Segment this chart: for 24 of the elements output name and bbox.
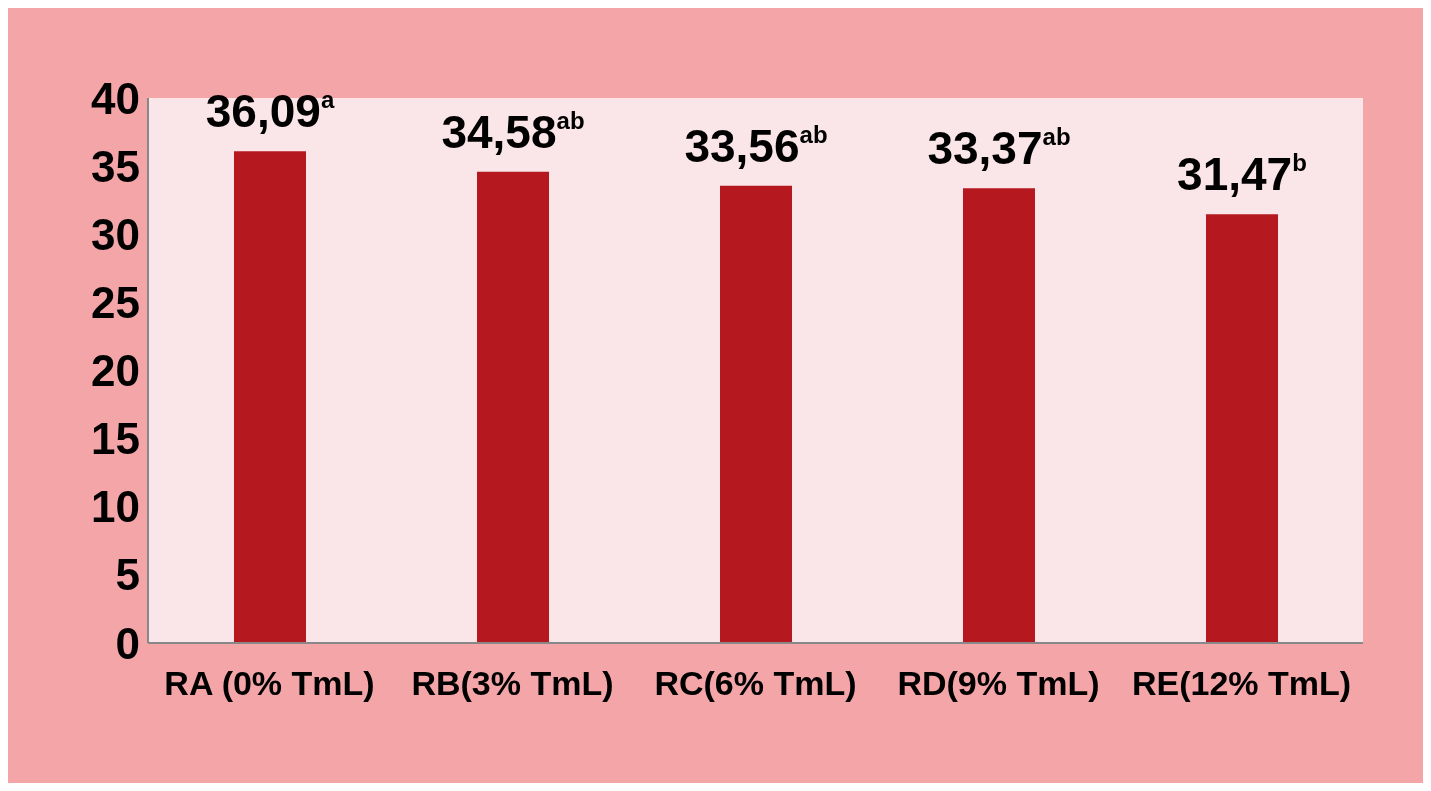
- bar: [234, 151, 306, 643]
- x-tick-label: RA (0% TmL): [164, 664, 375, 703]
- x-tick-label: RE(12% TmL): [1131, 664, 1352, 703]
- data-label: 36,09$^{a}$: [205, 85, 335, 138]
- y-tick-label: 15: [91, 414, 140, 464]
- data-label: 31,47$^{b}$: [1177, 148, 1307, 201]
- y-tick-label: 25: [91, 277, 140, 327]
- y-tick-label: 30: [91, 209, 140, 259]
- data-label: 33,37$^{ab}$: [927, 122, 1071, 175]
- bar: [1206, 214, 1278, 643]
- data-label: 34,58$^{ab}$: [441, 105, 585, 158]
- x-tick-label: RC(6% TmL): [654, 664, 857, 703]
- y-tick-label: 35: [91, 141, 140, 191]
- y-tick-label: 10: [91, 482, 140, 532]
- y-tick-label: 20: [91, 346, 140, 396]
- y-tick-label: 5: [115, 550, 140, 600]
- bar: [477, 171, 549, 643]
- y-tick-label: 0: [115, 618, 140, 668]
- y-tick-label: 40: [91, 73, 140, 123]
- bar: [963, 188, 1035, 643]
- x-tick-label: RB(3% TmL): [411, 664, 614, 703]
- bar: [720, 185, 792, 643]
- data-label: 33,56$^{ab}$: [684, 119, 828, 172]
- x-tick-label: RD(9% TmL): [897, 664, 1100, 703]
